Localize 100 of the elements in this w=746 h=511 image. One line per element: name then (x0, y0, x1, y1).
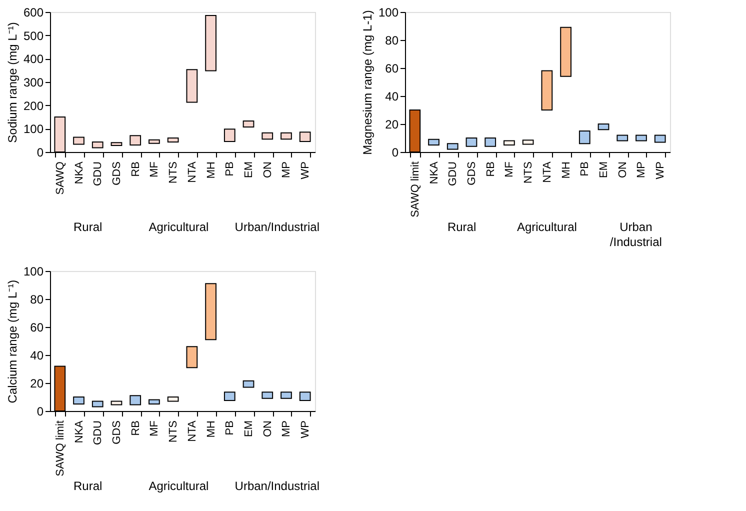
x-tick-label: MF (148, 420, 161, 436)
y-axis-title: Sodium range (mg L⁻¹) (5, 22, 20, 143)
x-tick-label: WP (300, 420, 312, 438)
y-tick-label: 600 (23, 6, 44, 20)
bar (299, 132, 311, 142)
y-tick-label: 80 (30, 292, 44, 306)
text: Agricultural (148, 479, 209, 493)
y-tick-label: 80 (385, 34, 399, 48)
text: Agricultural (516, 220, 577, 234)
x-tick-label: RB (484, 162, 497, 177)
y-tick-label: 20 (385, 118, 399, 132)
bar (299, 392, 311, 401)
bar (148, 139, 160, 144)
x-tick-label: MF (148, 161, 161, 178)
bar (504, 140, 515, 146)
x-tick-label: NKA (73, 160, 86, 184)
bar (242, 380, 254, 388)
bar (205, 15, 216, 72)
y-tick-label: 20 (30, 376, 44, 390)
bar (130, 135, 142, 146)
x-tick-label: ON (616, 161, 629, 178)
text: Rural (74, 479, 102, 493)
y-tick-label: 500 (23, 28, 44, 43)
x-tick-label: MH (205, 420, 218, 438)
bar (148, 399, 160, 404)
bar (73, 396, 84, 404)
y-tick-label: 100 (23, 122, 44, 136)
x-tick-label: SAWQ limit (409, 162, 422, 218)
x-tick-label: PB (224, 420, 236, 436)
x-tick-label: ON (262, 161, 274, 178)
x-tick-label: NTS (522, 162, 535, 184)
y-tick-label: 200 (23, 98, 44, 113)
x-tick-label: PB (224, 162, 236, 176)
x-tick-label: RB (130, 420, 142, 436)
x-tick-label: WP (300, 162, 312, 180)
bar (242, 120, 254, 128)
y-tick-label: 60 (30, 320, 44, 334)
x-tick-label: EM (243, 420, 256, 437)
bar (280, 392, 292, 399)
bar (224, 128, 236, 142)
bar (262, 132, 274, 140)
bar (578, 130, 590, 144)
text: Urban /Industrial (610, 220, 662, 249)
x-tick-label: GDU (447, 161, 460, 186)
bar (280, 132, 292, 140)
x-tick-label: ON (262, 420, 274, 437)
x-tick-label: EM (243, 162, 256, 178)
x-tick-label: MH (560, 161, 572, 179)
y-tick-label: 100 (23, 264, 44, 278)
x-tick-label: WP (654, 162, 667, 180)
bar (205, 283, 216, 340)
x-tick-label: SAWQ (54, 161, 66, 195)
x-tick-label: GDS (110, 420, 123, 444)
text: Urban/Industrial (234, 220, 320, 234)
bar (262, 392, 274, 399)
bar (446, 143, 458, 150)
bar (110, 400, 122, 406)
y-tick-label: 300 (23, 76, 44, 90)
bar (428, 138, 440, 146)
bar (541, 70, 553, 110)
x-tick-label: GDU (92, 420, 104, 445)
y-tick-label: 100 (378, 6, 399, 20)
bar (92, 400, 104, 408)
x-tick-label: GDU (92, 161, 104, 186)
x-tick-label: PB (579, 162, 592, 176)
x-tick-label: NTA (186, 420, 198, 442)
bar (130, 395, 142, 406)
bar (224, 392, 236, 401)
y-tick-label: 0 (392, 146, 399, 160)
x-tick-label: NKA (428, 160, 440, 184)
x-tick-label: RB (130, 162, 142, 177)
bar (484, 138, 496, 147)
bar (598, 124, 610, 130)
bar (616, 134, 628, 142)
x-tick-label: EM (598, 162, 610, 178)
x-tick-label: GDS (110, 162, 123, 186)
x-tick-label: MP (280, 162, 293, 178)
y-tick-label: 400 (23, 52, 44, 66)
text: Rural (447, 220, 476, 234)
x-tick-label: MP (280, 420, 293, 437)
x-tick-label: GDS (466, 162, 478, 186)
y-tick-label: 40 (30, 348, 44, 362)
x-tick-label: NTS (168, 420, 180, 442)
bar (186, 346, 198, 368)
bar (186, 69, 198, 103)
bar (167, 138, 179, 142)
text: Agricultural (148, 220, 209, 234)
bar (167, 396, 179, 402)
bar (636, 134, 647, 142)
bar (466, 138, 478, 147)
text: Urban/Industrial (234, 479, 320, 493)
y-tick-label: 0 (36, 404, 44, 418)
text: Rural (74, 220, 102, 234)
y-axis-title: Magnesium range (mg L-1) (360, 10, 374, 155)
bar (73, 136, 84, 145)
x-tick-label: NKA (73, 420, 86, 444)
x-tick-label: SAWQ limit (54, 420, 66, 476)
x-tick-label: NTS (168, 162, 180, 184)
bar (560, 26, 572, 77)
y-tick-label: 40 (385, 90, 399, 104)
